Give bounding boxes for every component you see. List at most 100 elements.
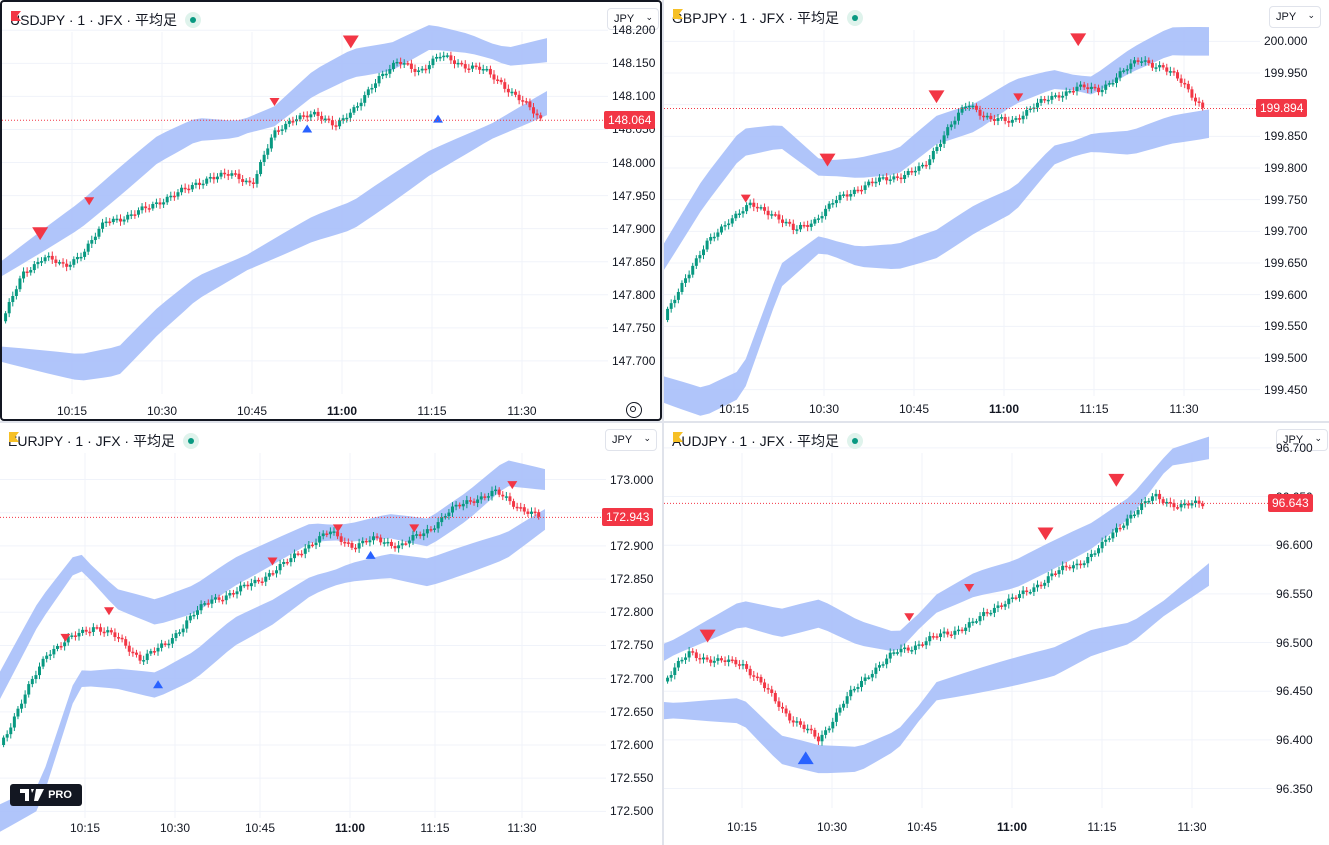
chart-pane-eurjpy[interactable]: EURJPY · 1 · JFX · 平均足 JPY ⌄ 173.000 172.… (0, 423, 662, 845)
chart-canvas-audjpy[interactable] (664, 423, 1329, 845)
candle-up (888, 179, 892, 181)
candle-down (172, 195, 176, 198)
candle-down (978, 109, 982, 116)
chart-canvas-usdjpy[interactable] (2, 2, 662, 421)
candle-up (180, 187, 184, 193)
candle-up (77, 632, 81, 637)
candle-down (310, 544, 314, 547)
candle-up (41, 658, 45, 667)
symbol-title[interactable]: GBPJPY · 1 · JFX · 平均足 (672, 8, 863, 28)
candle-up (874, 181, 878, 184)
gear-icon[interactable] (626, 402, 642, 418)
price-axis-label: 172.900 (610, 538, 654, 553)
candle-up (1028, 591, 1032, 594)
time-axis-label: 11:30 (507, 404, 537, 418)
candle-down (788, 713, 792, 721)
candle-up (734, 213, 738, 219)
candle-up (156, 647, 160, 652)
chart-pane-gbpjpy[interactable]: GBPJPY · 1 · JFX · 平均足 JPY ⌄ 200.000 199.… (664, 0, 1329, 421)
candle-up (702, 657, 706, 660)
candle-up (86, 243, 90, 252)
price-axis-label: 199.850 (1264, 129, 1308, 144)
candle-up (1140, 503, 1144, 511)
candle-up (1154, 493, 1158, 497)
candle-down (124, 639, 128, 646)
candle-up (292, 553, 296, 559)
candle-down (452, 60, 456, 64)
last-price-tag: 199.894 (1256, 99, 1308, 118)
currency-select[interactable]: JPY ⌄ (1276, 429, 1328, 451)
candle-up (960, 107, 964, 113)
status-dot-icon (184, 12, 201, 28)
candle-down (533, 511, 537, 514)
chart-canvas-gbpjpy[interactable] (664, 0, 1329, 421)
candle-down (508, 496, 512, 502)
candle-down (860, 189, 864, 192)
flag-icon[interactable] (10, 10, 22, 22)
candle-up (242, 584, 246, 587)
candle-down (478, 66, 482, 70)
candle-down (899, 177, 903, 180)
flag-icon[interactable] (672, 8, 684, 20)
chart-canvas-eurjpy[interactable] (0, 423, 662, 845)
pane-divider-horizontal[interactable] (0, 421, 1329, 423)
candle-up (4, 313, 8, 322)
flag-icon[interactable] (672, 431, 684, 443)
candle-down (379, 537, 383, 543)
currency-select[interactable]: JPY ⌄ (607, 8, 659, 30)
time-axis-label: 10:30 (146, 404, 178, 418)
currency-select[interactable]: JPY ⌄ (1269, 6, 1321, 28)
candle-down (759, 676, 763, 683)
candle-up (149, 651, 153, 654)
candle-down (458, 504, 462, 507)
candle-up (312, 111, 316, 115)
price-axis-label: 172.700 (610, 671, 654, 686)
candle-down (781, 706, 785, 709)
candle-down (198, 182, 202, 185)
symbol-title[interactable]: EURJPY · 1 · JFX · 平均足 (8, 431, 199, 451)
upper-band (0, 460, 545, 699)
candle-down (241, 179, 245, 182)
candle-down (524, 101, 528, 103)
candle-down (343, 541, 347, 544)
symbol-title[interactable]: AUDJPY · 1 · JFX · 平均足 (672, 431, 863, 451)
currency-select[interactable]: JPY ⌄ (605, 429, 657, 451)
candle-up (1025, 110, 1029, 116)
candle-up (52, 648, 56, 655)
candle-up (318, 536, 322, 543)
candle-down (1053, 573, 1057, 576)
candle-up (36, 261, 40, 265)
candle-up (939, 143, 943, 147)
candle-up (479, 496, 483, 500)
candle-up (388, 69, 392, 74)
candle-down (120, 637, 124, 640)
candle-down (499, 79, 503, 83)
candle-up (684, 278, 688, 283)
candle-down (102, 631, 106, 634)
chart-pane-audjpy[interactable]: AUDJPY · 1 · JFX · 平均足 JPY ⌄ 96.70096.65… (664, 423, 1329, 845)
candle-up (885, 658, 889, 665)
candle-down (406, 63, 410, 65)
candle-up (264, 576, 268, 582)
price-axis-label: 173.000 (610, 472, 654, 487)
symbol-title[interactable]: USDJPY · 1 · JFX · 平均足 (10, 10, 201, 30)
candle-down (752, 675, 756, 677)
flag-icon[interactable] (8, 431, 20, 443)
tradingview-logo-icon[interactable]: PRO (10, 784, 82, 806)
candle-down (1172, 71, 1176, 73)
sell-signal-marker (1013, 93, 1024, 102)
candle-down (1197, 500, 1201, 504)
candle-up (55, 646, 59, 649)
candle-up (881, 664, 885, 666)
candle-down (212, 176, 216, 180)
candle-down (1161, 499, 1165, 504)
last-price-tag: 172.943 (602, 508, 654, 527)
candle-up (684, 657, 688, 660)
candle-up (978, 616, 982, 622)
chart-pane-usdjpy[interactable]: USDJPY · 1 · JFX · 平均足 JPY ⌄ 148.200 148.… (0, 0, 662, 421)
candle-up (827, 728, 831, 731)
candle-up (903, 174, 907, 180)
candle-up (730, 218, 734, 224)
candle-down (59, 646, 63, 648)
time-axis-label: 10:15 (718, 402, 750, 416)
